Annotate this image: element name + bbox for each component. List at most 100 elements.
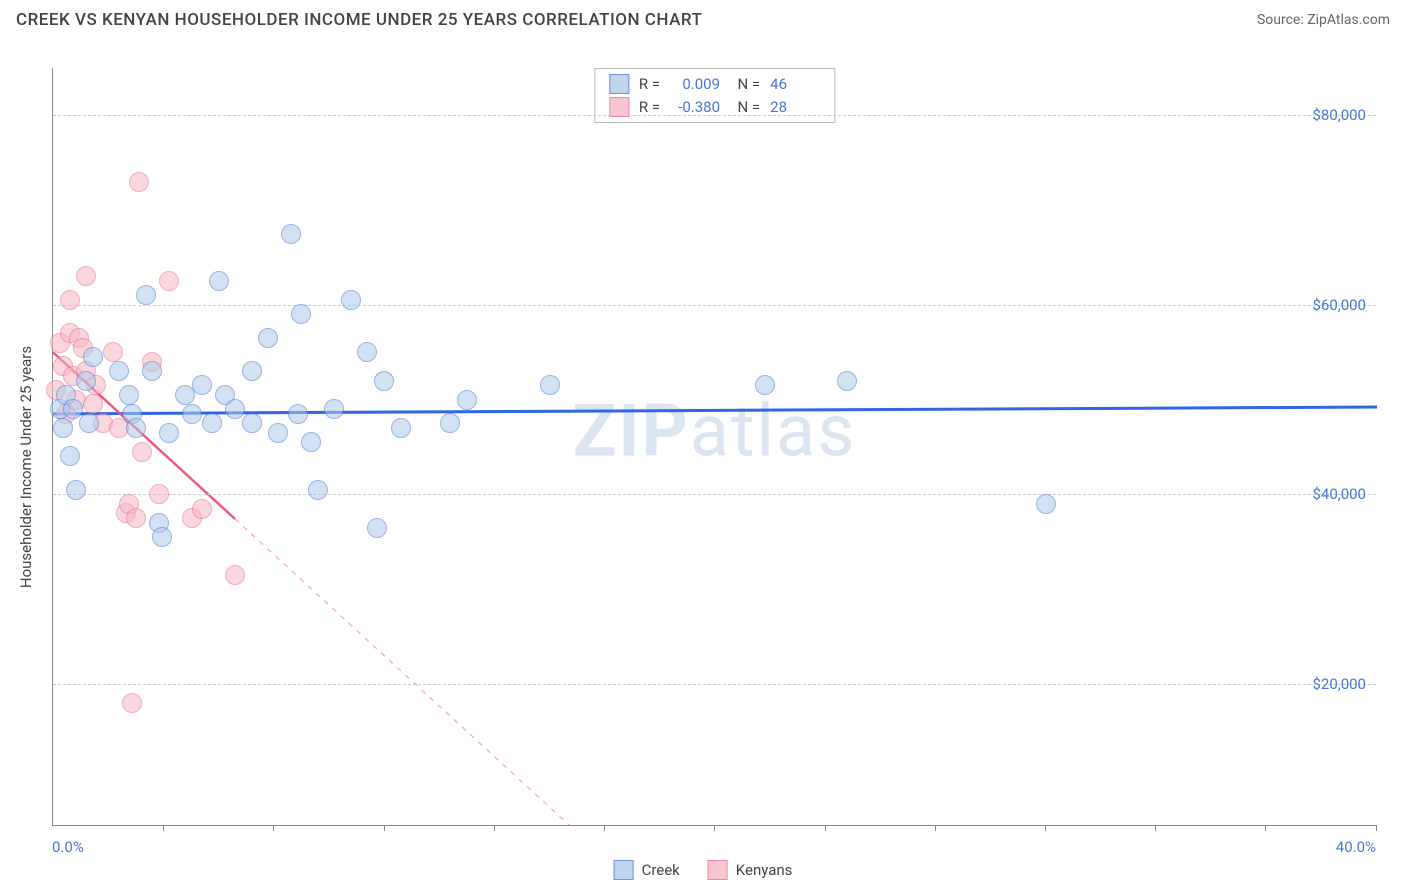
legend-label: Kenyans <box>736 861 793 879</box>
source-link[interactable]: ZipAtlas.com <box>1307 12 1390 28</box>
watermark-part1: ZIP <box>573 389 690 474</box>
data-point-creek <box>324 399 344 419</box>
data-point-creek <box>76 371 96 391</box>
r-label: R = <box>639 73 660 96</box>
legend-swatch-icon <box>614 860 634 880</box>
data-point-creek <box>136 285 156 305</box>
chart-title: CREEK VS KENYAN HOUSEHOLDER INCOME UNDER… <box>16 10 702 30</box>
data-point-creek <box>182 404 202 424</box>
source-attribution: Source: ZipAtlas.com <box>1257 12 1390 28</box>
x-tick <box>714 825 715 831</box>
data-point-creek <box>308 480 328 500</box>
data-point-creek <box>192 375 212 395</box>
n-label: N = <box>730 73 760 96</box>
x-tick <box>1045 825 1046 831</box>
data-point-kenyans <box>225 565 245 585</box>
data-point-creek <box>374 371 394 391</box>
x-tick <box>384 825 385 831</box>
legend-item-creek: Creek <box>614 860 680 880</box>
x-tick <box>604 825 605 831</box>
data-point-kenyans <box>126 508 146 528</box>
data-point-creek <box>63 399 83 419</box>
legend-swatch-icon <box>708 860 728 880</box>
y-gridline <box>53 115 1376 116</box>
data-point-kenyans <box>60 290 80 310</box>
data-point-kenyans <box>159 271 179 291</box>
data-point-creek <box>209 271 229 291</box>
data-point-creek <box>119 385 139 405</box>
data-point-creek <box>291 304 311 324</box>
data-point-creek <box>142 361 162 381</box>
source-prefix: Source: <box>1257 12 1307 28</box>
data-point-creek <box>66 480 86 500</box>
data-point-kenyans <box>122 693 142 713</box>
data-point-creek <box>540 375 560 395</box>
y-gridline <box>53 494 1376 495</box>
x-tick <box>163 825 164 831</box>
x-tick <box>273 825 274 831</box>
data-point-creek <box>242 413 262 433</box>
data-point-creek <box>288 404 308 424</box>
data-point-creek <box>440 413 460 433</box>
data-point-creek <box>152 527 172 547</box>
data-point-creek <box>341 290 361 310</box>
x-tick <box>1155 825 1156 831</box>
data-point-creek <box>159 423 179 443</box>
y-tick-label: $40,000 <box>1312 485 1366 503</box>
x-tick <box>935 825 936 831</box>
data-point-creek <box>60 446 80 466</box>
x-tick <box>1376 825 1377 831</box>
data-point-creek <box>301 432 321 452</box>
chart-container: Householder Income Under 25 years ZIPatl… <box>0 42 1406 892</box>
y-tick-label: $80,000 <box>1312 106 1366 124</box>
y-tick-label: $60,000 <box>1312 296 1366 314</box>
data-point-creek <box>1036 494 1056 514</box>
x-axis-max-label: 40.0% <box>1336 838 1376 856</box>
data-point-kenyans <box>192 499 212 519</box>
data-point-creek <box>53 418 73 438</box>
data-point-creek <box>755 375 775 395</box>
data-point-creek <box>268 423 288 443</box>
legend-label: Creek <box>642 861 680 879</box>
plot-area: ZIPatlas R =0.009 N =46R =-0.380 N =28 $… <box>52 68 1376 826</box>
data-point-creek <box>83 347 103 367</box>
legend-swatch-icon <box>609 97 629 117</box>
data-point-creek <box>258 328 278 348</box>
data-point-kenyans <box>149 484 169 504</box>
legend-swatch-icon <box>609 74 629 94</box>
y-gridline <box>53 305 1376 306</box>
data-point-creek <box>126 418 146 438</box>
trend-lines-svg <box>53 68 1377 826</box>
data-point-creek <box>837 371 857 391</box>
data-point-creek <box>367 518 387 538</box>
trend-line-dashed-kenyans <box>235 519 570 826</box>
n-value: 46 <box>770 73 820 96</box>
x-tick <box>494 825 495 831</box>
data-point-creek <box>357 342 377 362</box>
data-point-kenyans <box>76 266 96 286</box>
data-point-kenyans <box>83 394 103 414</box>
r-value: 0.009 <box>670 73 720 96</box>
x-axis-min-label: 0.0% <box>52 838 84 856</box>
x-tick <box>825 825 826 831</box>
watermark-text: ZIPatlas <box>573 389 857 474</box>
data-point-creek <box>79 413 99 433</box>
y-gridline <box>53 684 1376 685</box>
series-legend: Creek Kenyans <box>614 860 793 880</box>
data-point-creek <box>281 224 301 244</box>
data-point-kenyans <box>132 442 152 462</box>
data-point-creek <box>202 413 222 433</box>
data-point-creek <box>109 361 129 381</box>
data-point-creek <box>225 399 245 419</box>
data-point-creek <box>242 361 262 381</box>
data-point-kenyans <box>129 172 149 192</box>
data-point-creek <box>391 418 411 438</box>
y-tick-label: $20,000 <box>1312 675 1366 693</box>
x-tick <box>1265 825 1266 831</box>
stats-row-creek: R = 0.009 N = 46 <box>609 73 820 96</box>
y-axis-title: Householder Income Under 25 years <box>17 346 35 588</box>
data-point-kenyans <box>103 342 123 362</box>
watermark-part2: atlas <box>690 389 857 474</box>
data-point-creek <box>457 390 477 410</box>
legend-item-kenyans: Kenyans <box>708 860 793 880</box>
